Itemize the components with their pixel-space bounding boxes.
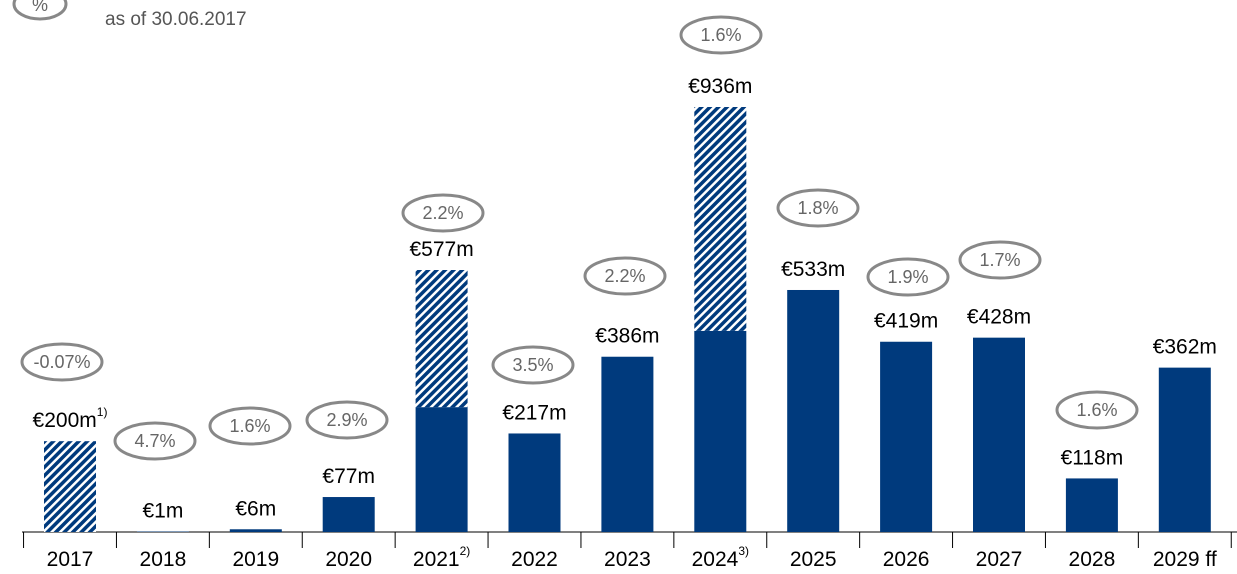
bar-segment: [44, 441, 96, 532]
rate-oval: [20, 342, 104, 382]
bar-segment: [229, 529, 282, 532]
total-label-text: €577m: [409, 238, 473, 261]
total-label: €533m: [781, 258, 845, 281]
rate-oval: [305, 400, 389, 440]
x-tick-label: 20212): [413, 544, 470, 570]
x-tick-label: 2019: [232, 548, 279, 571]
rate-oval: [1055, 390, 1139, 430]
total-label: €118m: [1061, 446, 1124, 469]
bar-segment: [787, 289, 840, 532]
x-tick-label: 2025: [790, 548, 837, 571]
total-label: €419m: [874, 309, 938, 332]
bar-segment: [415, 407, 468, 532]
rate-label: 2.9%: [326, 410, 367, 430]
footnote-marker: 1): [97, 405, 108, 419]
total-label-text: €428m: [967, 305, 1031, 328]
category-text: 2019: [232, 548, 279, 571]
rate-label: 2.2%: [422, 203, 463, 223]
rate-label: 1.6%: [229, 416, 270, 436]
x-tick-label: 2027: [976, 548, 1023, 571]
total-label-text: €386m: [595, 324, 659, 347]
rate-oval: [491, 345, 575, 385]
category-text: 2018: [140, 548, 187, 571]
bar-segment: [1065, 478, 1118, 532]
x-tick-label: 2023: [604, 548, 651, 571]
total-label-text: €533m: [781, 258, 845, 281]
rate-oval: [958, 240, 1042, 280]
x-tick-label: 2017: [47, 548, 94, 571]
rate-oval: [583, 256, 667, 296]
total-label: €936m: [688, 75, 752, 98]
category-text: 2028: [1069, 548, 1116, 571]
rate-label: 3.5%: [512, 355, 553, 375]
bar-segment: [1158, 367, 1211, 532]
x-tick-label: 2026: [883, 548, 930, 571]
total-label-text: €1m: [142, 499, 183, 522]
category-text: 2021: [413, 548, 460, 571]
total-label: €77m: [322, 465, 375, 488]
x-tick-label: 2029 ff: [1153, 548, 1217, 571]
rate-label: 4.7%: [134, 431, 175, 451]
category-text: 2025: [790, 548, 837, 571]
total-label-text: €419m: [874, 309, 938, 332]
rate-label: 1.7%: [979, 250, 1020, 270]
x-tick-label: 2018: [140, 548, 187, 571]
total-label-text: €77m: [322, 465, 375, 488]
total-label: €577m: [409, 238, 473, 261]
rate-oval: [113, 421, 197, 461]
rate-oval: [776, 188, 860, 228]
bar-segment: [694, 330, 747, 532]
rate-oval: [208, 406, 292, 446]
x-tick-label: 20243): [692, 544, 749, 570]
category-text: 2027: [976, 548, 1023, 571]
total-label-text: €200m: [33, 409, 97, 432]
category-text: 2020: [325, 548, 372, 571]
category-text: 2017: [47, 548, 94, 571]
category-text: 2024: [692, 548, 739, 571]
total-label: €200m1): [33, 405, 108, 431]
total-label-text: €217m: [502, 401, 566, 424]
legend-symbol: %: [32, 0, 48, 15]
total-label-text: €118m: [1061, 446, 1124, 469]
total-label: €6m: [235, 497, 276, 520]
total-label: €1m: [142, 499, 183, 522]
category-text: 2029 ff: [1153, 548, 1217, 571]
total-label-text: €6m: [235, 497, 276, 520]
bar-segment: [973, 337, 1025, 532]
bar-segment: [415, 270, 468, 408]
rate-oval: [866, 257, 950, 297]
bar-segment: [601, 356, 654, 532]
x-tick-label: 2028: [1069, 548, 1116, 571]
bar-segment: [322, 497, 375, 532]
rate-label: 1.8%: [797, 198, 838, 218]
x-tick-label: 2022: [511, 548, 558, 571]
category-text: 2026: [883, 548, 930, 571]
bar-segment: [694, 107, 747, 331]
rate-oval: [401, 193, 485, 233]
footnote-marker: 2): [460, 544, 471, 558]
rate-label: 1.9%: [887, 267, 928, 287]
rate-label: 1.6%: [700, 25, 741, 45]
legend-note: as of 30.06.2017: [105, 9, 247, 30]
total-label-text: €936m: [688, 75, 752, 98]
x-tick-label: 2020: [325, 548, 372, 571]
total-label-text: €362m: [1153, 335, 1217, 358]
rate-oval: [679, 15, 763, 55]
total-label: €386m: [595, 324, 659, 347]
category-text: 2023: [604, 548, 651, 571]
rate-label: 1.6%: [1076, 400, 1117, 420]
total-label: €362m: [1153, 335, 1217, 358]
legend-oval: [12, 0, 68, 21]
rate-label: -0.07%: [33, 352, 90, 372]
total-label: €217m: [502, 401, 566, 424]
bar-segment: [508, 433, 561, 532]
footnote-marker: 3): [738, 544, 749, 558]
bar-segment: [880, 341, 933, 532]
rate-label: 2.2%: [604, 266, 645, 286]
category-text: 2022: [511, 548, 558, 571]
total-label: €428m: [967, 305, 1031, 328]
